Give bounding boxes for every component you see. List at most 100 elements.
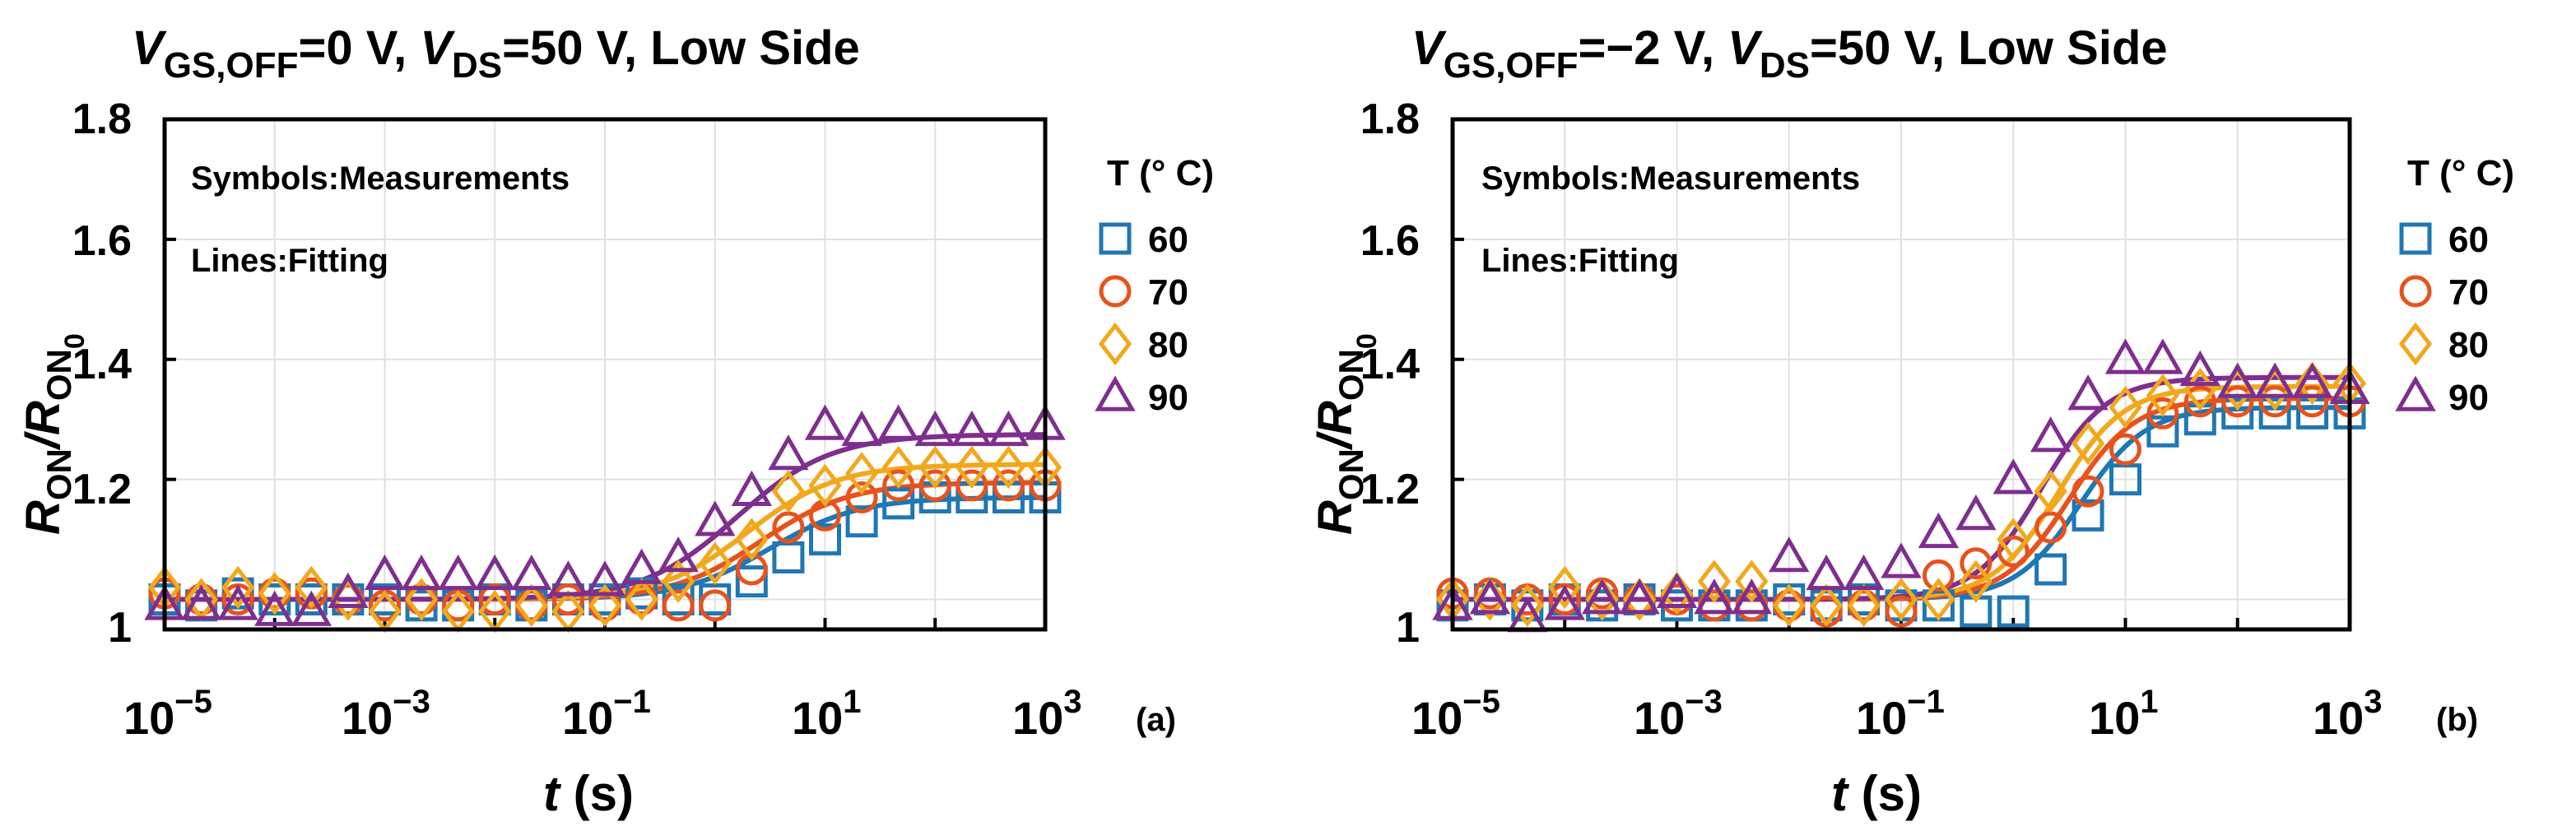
marker-90 bbox=[1881, 542, 1922, 578]
marker-90 bbox=[1731, 578, 1773, 615]
panel-a-note-symbols: Symbols:Measurements bbox=[191, 160, 570, 197]
marker-90 bbox=[1806, 554, 1847, 591]
marker-90 bbox=[401, 554, 442, 591]
panel-b-y-tick-labels: 1 1.2 1.4 1.6 1.8 bbox=[1360, 95, 1420, 652]
marker-80 bbox=[2109, 385, 2142, 429]
y-tick-label: 1.4 bbox=[1360, 341, 1420, 388]
marker-60 bbox=[2221, 397, 2254, 429]
marker-70 bbox=[956, 469, 988, 502]
marker-70 bbox=[2296, 385, 2329, 418]
legend-marker-80 bbox=[1098, 322, 1132, 366]
marker-80 bbox=[625, 578, 658, 621]
panel-a: VGS,OFF=0 V, VDS=50 V, Low Side 1 1.2 1.… bbox=[16, 21, 1214, 821]
legend-label-60: 60 bbox=[2448, 220, 2489, 260]
legend-label-80: 80 bbox=[1148, 325, 1188, 365]
marker-80 bbox=[1772, 583, 1806, 628]
marker-60 bbox=[2034, 553, 2067, 586]
marker-90 bbox=[804, 404, 846, 440]
marker-90 bbox=[217, 584, 258, 620]
marker-90 bbox=[511, 554, 552, 591]
marker-80 bbox=[588, 583, 622, 628]
marker-80 bbox=[514, 583, 548, 628]
marker-80 bbox=[404, 578, 439, 621]
marker-70 bbox=[1885, 595, 1918, 628]
marker-70 bbox=[2071, 475, 2104, 508]
marker-90 bbox=[1656, 572, 1698, 609]
legend-label-90: 90 bbox=[2448, 378, 2489, 418]
marker-90 bbox=[2030, 416, 2071, 453]
panel-a-grid bbox=[163, 118, 1047, 629]
legend-marker-70 bbox=[1099, 275, 1132, 308]
marker-90 bbox=[180, 584, 222, 620]
legend-marker-80 bbox=[2398, 322, 2433, 366]
marker-80 bbox=[1622, 578, 1657, 621]
marker-70 bbox=[992, 469, 1025, 502]
panel-a-axes-frame bbox=[162, 117, 1048, 632]
marker-80 bbox=[2071, 421, 2105, 466]
marker-80 bbox=[1922, 578, 1955, 621]
marker-90 bbox=[951, 410, 993, 447]
x-tick-label: 103 bbox=[1012, 684, 1082, 744]
marker-90 bbox=[437, 554, 479, 591]
marker-90 bbox=[291, 590, 332, 626]
legend-marker-60 bbox=[2399, 222, 2432, 255]
legend-label-70: 70 bbox=[2448, 272, 2489, 313]
legend-label-70: 70 bbox=[1148, 272, 1188, 313]
y-tick-label: 1.4 bbox=[72, 341, 132, 388]
marker-80 bbox=[1959, 559, 1992, 603]
marker-90 bbox=[877, 404, 919, 440]
marker-60 bbox=[809, 523, 841, 556]
legend-marker-90 bbox=[1095, 375, 1136, 411]
marker-70 bbox=[2183, 385, 2216, 418]
marker-70 bbox=[478, 583, 511, 616]
marker-80 bbox=[221, 565, 255, 610]
marker-90 bbox=[584, 560, 625, 597]
panel-b-note-symbols: Symbols:Measurements bbox=[1481, 160, 1860, 197]
marker-80 bbox=[955, 445, 988, 490]
panel-a-markers bbox=[144, 404, 1066, 634]
legend-label-90: 90 bbox=[1148, 378, 1188, 418]
marker-80 bbox=[2295, 361, 2329, 406]
y-tick-label: 1.2 bbox=[72, 466, 132, 513]
y-tick-label: 1.8 bbox=[1360, 95, 1420, 143]
marker-80 bbox=[1510, 583, 1544, 628]
marker-80 bbox=[1585, 578, 1619, 621]
panel-b-markers bbox=[1432, 338, 2370, 633]
legend-label-60: 60 bbox=[1148, 220, 1188, 260]
marker-90 bbox=[547, 560, 589, 597]
x-tick-label: 10−3 bbox=[1634, 684, 1723, 744]
marker-70 bbox=[551, 583, 584, 616]
marker-70 bbox=[662, 589, 695, 622]
marker-90 bbox=[1619, 578, 1660, 615]
marker-70 bbox=[1997, 535, 2030, 568]
marker-90 bbox=[988, 410, 1030, 447]
panel-a-y-axis-label: RON/RON0 bbox=[16, 333, 91, 535]
marker-80 bbox=[992, 445, 1025, 490]
marker-80 bbox=[1810, 583, 1844, 628]
y-tick-label: 1 bbox=[108, 604, 132, 652]
legend-label-80: 80 bbox=[2448, 325, 2489, 365]
panel-a-title: VGS,OFF=0 V, VDS=50 V, Low Side bbox=[132, 21, 860, 86]
marker-60 bbox=[2146, 415, 2179, 448]
marker-70 bbox=[845, 481, 878, 514]
marker-90 bbox=[841, 410, 882, 447]
marker-90 bbox=[2179, 350, 2221, 387]
x-tick-label: 101 bbox=[2089, 684, 2159, 744]
marker-90 bbox=[658, 536, 699, 573]
panel-b-label: (b) bbox=[2436, 702, 2478, 738]
panel-b-x-axis-label: t (s) bbox=[1831, 766, 1922, 821]
panel-b-y-axis-label: RON/RON0 bbox=[1309, 333, 1383, 535]
marker-60 bbox=[735, 565, 768, 598]
marker-70 bbox=[2034, 511, 2067, 544]
marker-80 bbox=[1660, 572, 1694, 615]
legend-title: T (° C) bbox=[1107, 153, 1214, 193]
marker-60 bbox=[772, 541, 805, 573]
marker-80 bbox=[881, 445, 915, 490]
marker-90 bbox=[1544, 584, 1585, 620]
marker-90 bbox=[2254, 362, 2295, 398]
panel-a-x-axis-label: t (s) bbox=[543, 766, 634, 821]
panel-b: VGS,OFF=−2 V, VDS=50 V, Low Side 1 1.2 1… bbox=[1309, 21, 2514, 821]
marker-90 bbox=[1992, 458, 2034, 494]
panel-b-legend: T (° C) 60 70 80 90 bbox=[2395, 153, 2514, 418]
